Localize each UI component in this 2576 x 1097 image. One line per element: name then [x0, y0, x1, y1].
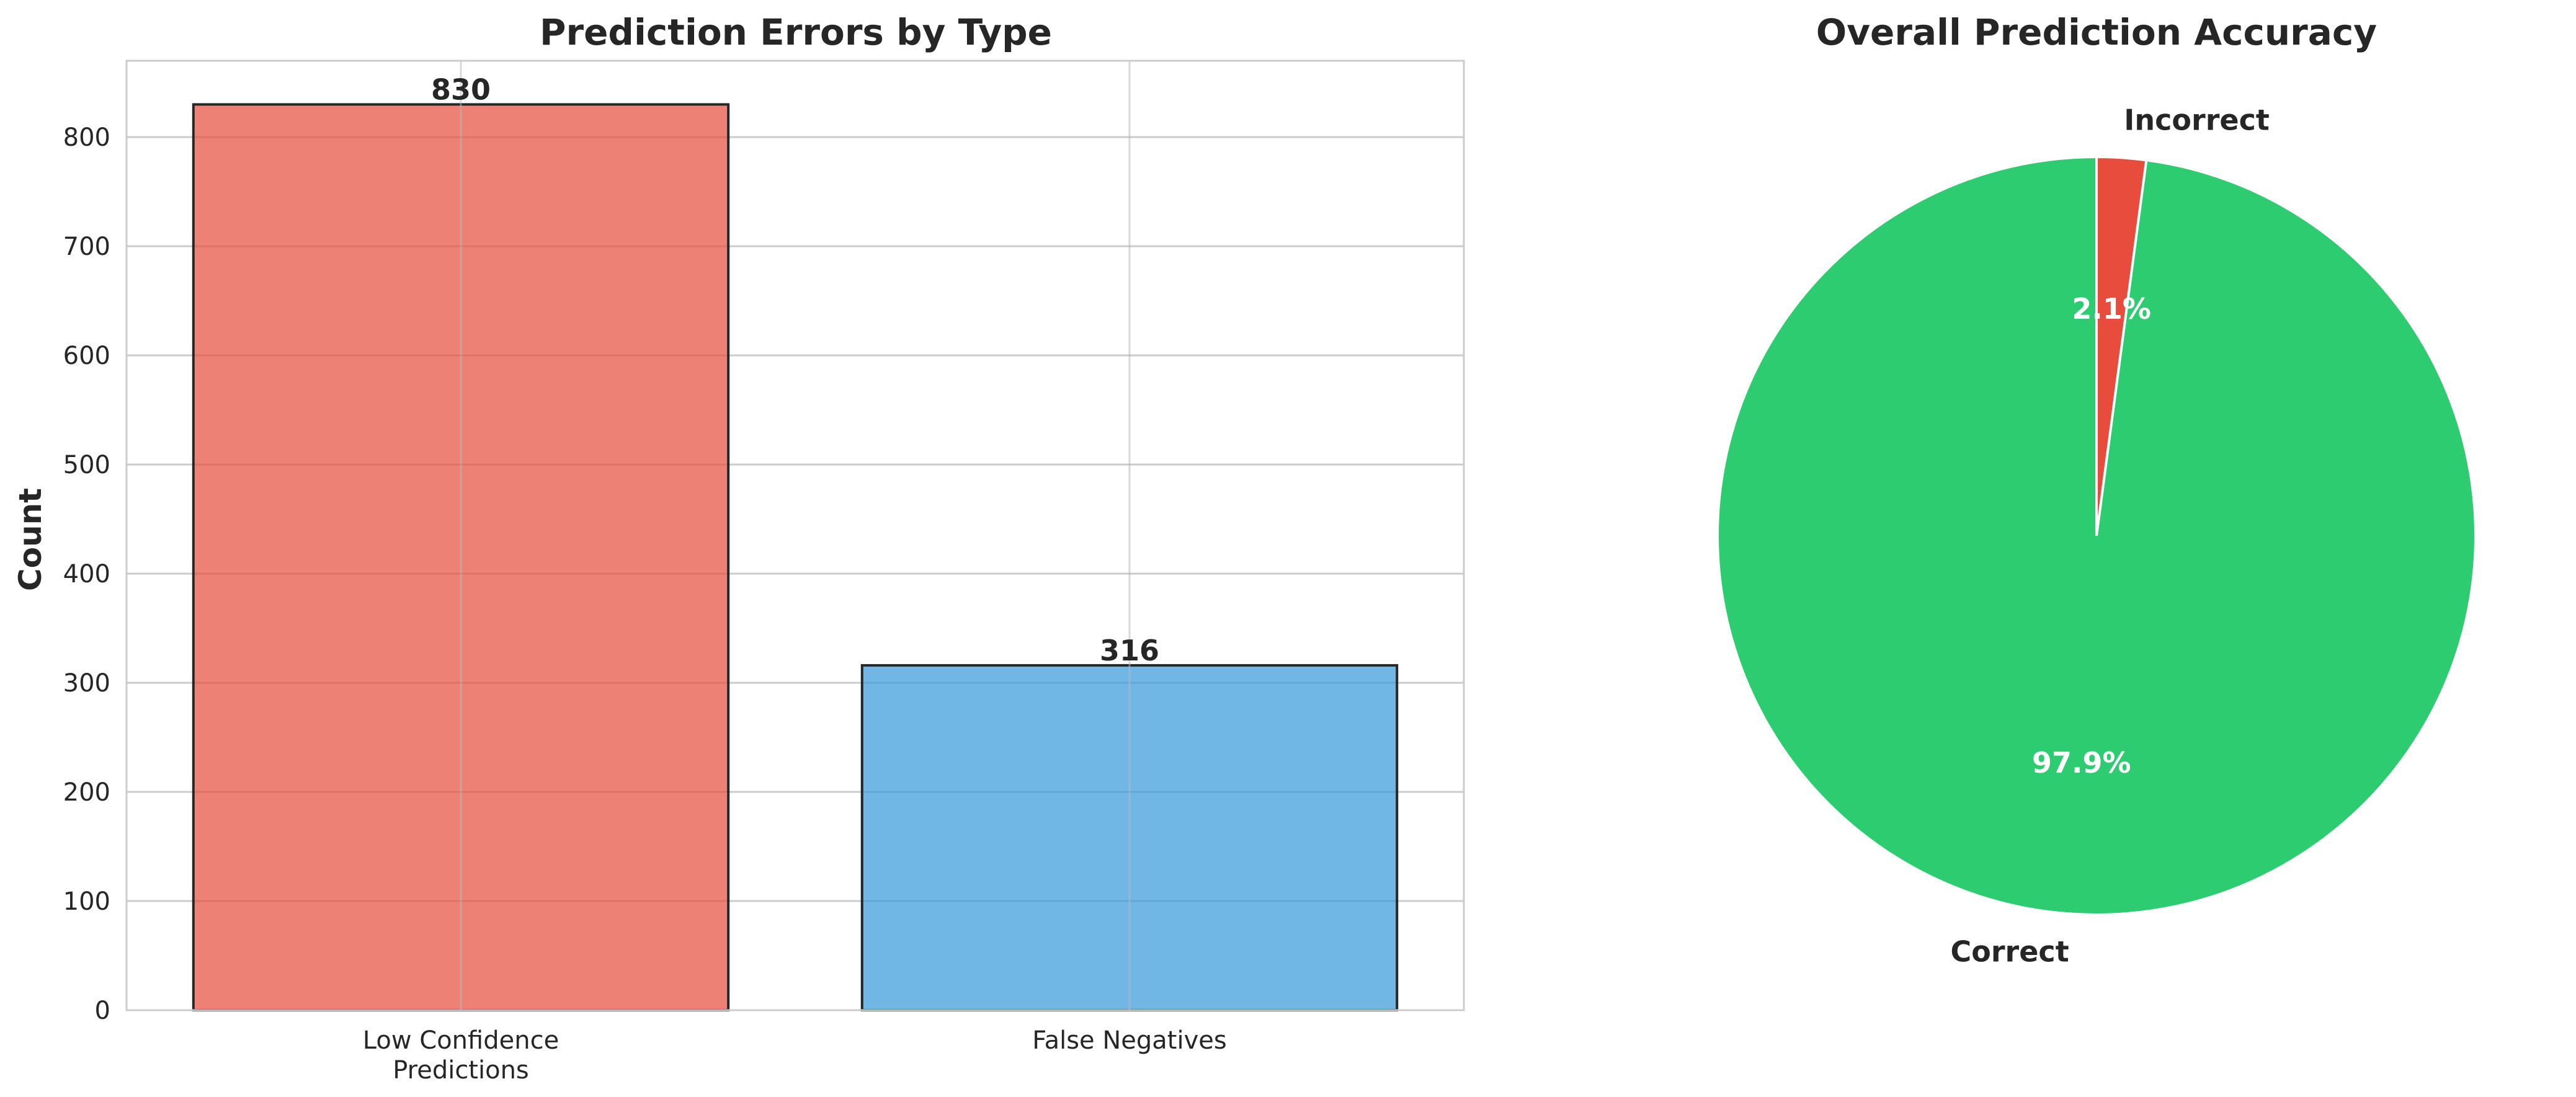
y-tick-label: 400	[63, 560, 110, 588]
y-tick-label: 800	[63, 123, 110, 152]
pie-slice-label: Correct	[1951, 935, 2069, 969]
x-tick-label: False Negatives	[1032, 1026, 1226, 1055]
y-tick-label: 0	[95, 997, 110, 1025]
y-tick-label: 200	[63, 778, 110, 807]
y-tick-label: 300	[63, 669, 110, 698]
pie-percent-label: 97.9%	[2032, 746, 2131, 779]
plot-area-frame	[125, 60, 1465, 1011]
pie-slice	[1716, 155, 2477, 916]
pie-slices	[1716, 155, 2477, 916]
bar-chart: Prediction Errors by Type Count 0 100 200 3…	[12, 11, 1465, 1085]
tick-labels: 0 100 200 300 400 500 600 700 800 Low Confidence P…	[63, 123, 1227, 1085]
y-tick-label: 500	[63, 451, 110, 479]
data-labels: 830 316	[431, 73, 1159, 667]
y-tick-label: 100	[63, 887, 110, 916]
x-tick-label: Low Confidence Predictions	[363, 1026, 559, 1085]
pie-chart: Overall Prediction Accuracy Incorrect 2.1…	[1716, 11, 2477, 969]
bar-value-label: 830	[431, 73, 491, 106]
bar-chart-title: Prediction Errors by Type	[540, 11, 1052, 53]
y-axis-label: Count	[12, 488, 48, 591]
y-tick-label: 600	[63, 342, 110, 370]
pie-labels: Incorrect 2.1% Correct 97.9%	[1951, 103, 2270, 968]
y-tick-label: 700	[63, 233, 110, 261]
bar-value-label: 316	[1100, 634, 1159, 667]
pie-chart-title: Overall Prediction Accuracy	[1816, 11, 2377, 53]
pie-slice-label: Incorrect	[2124, 103, 2270, 136]
pie-percent-label: 2.1%	[2072, 292, 2151, 326]
bars	[192, 103, 1399, 1012]
